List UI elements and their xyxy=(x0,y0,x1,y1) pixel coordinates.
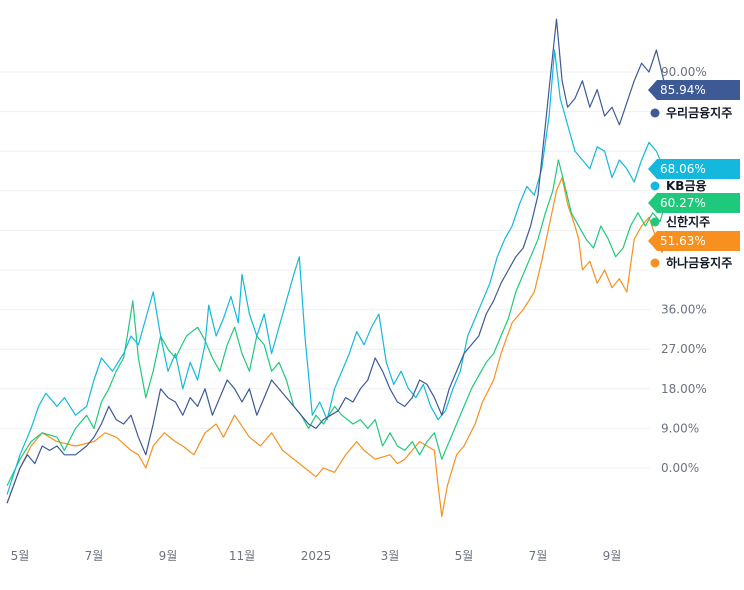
legend-label: 우리금융지주 xyxy=(666,105,732,120)
value-tag-label: 60.27% xyxy=(660,196,706,210)
x-tick-label: 2025 xyxy=(301,549,332,563)
x-tick-label: 3월 xyxy=(381,549,400,563)
legend-label: KB금융 xyxy=(666,178,707,193)
legend-item: 우리금융지주 xyxy=(650,105,732,120)
value-tag-label: 51.63% xyxy=(660,234,706,248)
y-tick-label: 27.00% xyxy=(661,342,707,356)
value-tag-label: 68.06% xyxy=(660,162,706,176)
series-line-0 xyxy=(6,177,676,517)
series-line-2 xyxy=(6,49,676,495)
x-tick-label: 9월 xyxy=(603,549,622,563)
legend-item: 하나금융지주 xyxy=(650,255,732,270)
legend-marker xyxy=(650,217,660,227)
x-tick-label: 5월 xyxy=(11,549,30,563)
legend-label: 신한지주 xyxy=(666,214,710,229)
value-tag-box xyxy=(648,80,740,100)
value-tag-label: 85.94% xyxy=(660,83,706,97)
legend-item: 신한지주 xyxy=(650,214,710,229)
value-tag-box xyxy=(648,193,740,213)
x-tick-label: 7월 xyxy=(85,549,104,563)
y-tick-label: 0.00% xyxy=(661,461,699,475)
x-tick-label: 7월 xyxy=(529,549,548,563)
legend-marker xyxy=(650,258,660,268)
value-tag: 68.06% xyxy=(648,159,740,179)
x-tick-label: 5월 xyxy=(455,549,474,563)
y-tick-label: 9.00% xyxy=(661,421,699,435)
legend-item: KB금융 xyxy=(650,178,707,193)
last-value-tags: 85.94% 68.06% 60.27% 51.63% xyxy=(648,80,740,251)
series-line-1 xyxy=(6,159,676,486)
legend-marker xyxy=(650,181,660,191)
series-lines xyxy=(6,18,676,517)
x-axis-ticks: 5월 7월 9월 11월 2025 3월 5월 7월 9월 xyxy=(11,549,622,563)
legend-label: 하나금융지주 xyxy=(666,255,732,270)
legend-marker xyxy=(650,108,660,118)
value-tag: 60.27% xyxy=(648,193,740,213)
value-tag: 51.63% xyxy=(648,231,740,251)
x-tick-label: 9월 xyxy=(159,549,178,563)
x-tick-label: 11월 xyxy=(229,549,255,563)
series-line-3 xyxy=(6,18,675,504)
y-axis-ticks: 90.00% 36.00% 27.00% 18.00% 9.00% 0.00% xyxy=(661,65,707,475)
value-tag-box xyxy=(648,159,740,179)
y-tick-label: 90.00% xyxy=(661,65,707,79)
value-tag: 85.94% xyxy=(648,80,740,100)
grid-lines xyxy=(0,71,650,469)
value-tag-box xyxy=(648,231,740,251)
y-tick-label: 36.00% xyxy=(661,303,707,317)
y-tick-label: 18.00% xyxy=(661,382,707,396)
